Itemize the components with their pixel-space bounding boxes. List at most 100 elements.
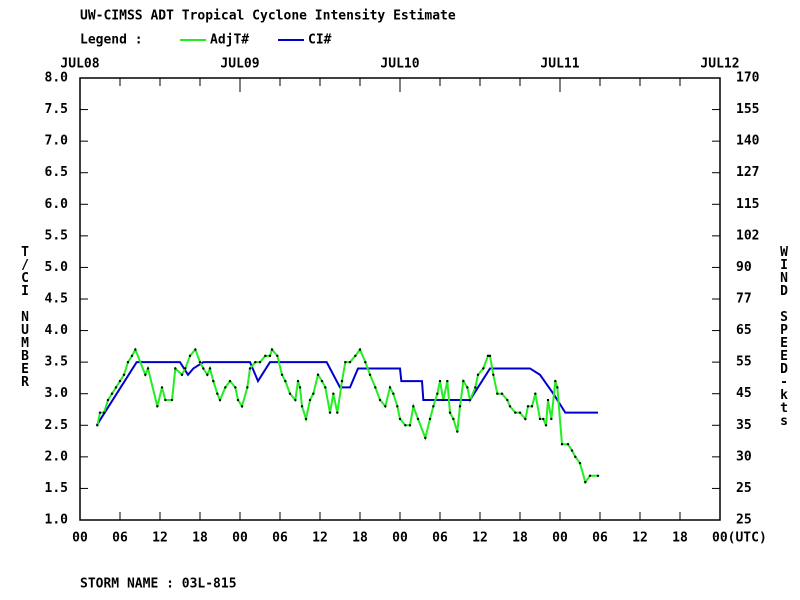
data-point: [194, 348, 197, 351]
data-point: [234, 386, 237, 389]
x-tick-label: 12: [152, 531, 168, 546]
legend-label: Legend :: [80, 33, 143, 48]
data-point: [202, 367, 205, 370]
y2-tick-label: 25: [736, 481, 752, 496]
y2-tick-label: 30: [736, 449, 752, 464]
x-tick-label: 18: [672, 531, 688, 546]
data-point: [496, 392, 499, 395]
data-point: [96, 424, 99, 427]
data-point: [344, 360, 347, 364]
data-point: [198, 360, 202, 364]
x-tick-label: 12: [472, 531, 488, 546]
data-point: [550, 417, 553, 421]
data-point: [316, 373, 320, 376]
data-point: [118, 379, 122, 383]
y2-tick-label: 155: [736, 102, 759, 117]
data-point: [248, 367, 252, 370]
data-point: [102, 411, 106, 414]
data-point: [144, 373, 147, 376]
data-point: [328, 411, 332, 414]
legend-entry: CI#: [308, 33, 332, 48]
data-point: [584, 480, 587, 484]
data-point: [368, 373, 372, 376]
data-point: [482, 367, 485, 370]
data-point: [574, 455, 577, 459]
data-point: [130, 354, 134, 358]
y-tick-label: 8.0: [45, 71, 69, 86]
data-point: [160, 386, 164, 389]
y-tick-label: 5.0: [45, 260, 69, 275]
data-point: [468, 398, 472, 402]
y-tick-label: 3.0: [45, 386, 69, 401]
data-point: [448, 411, 452, 414]
data-point: [492, 373, 495, 376]
data-point: [476, 373, 480, 376]
y2-axis-label: WIND SPEED-kts: [777, 245, 792, 427]
data-point: [308, 398, 312, 402]
data-point: [276, 354, 279, 358]
x2-tick-label: JUL11: [540, 57, 579, 72]
data-point: [296, 379, 300, 383]
x2-tick-label: JUL10: [380, 57, 419, 72]
data-point: [556, 386, 559, 389]
data-point: [488, 354, 492, 358]
footer: STORM NAME : 03L-815: [80, 577, 237, 592]
y2-tick-label: 170: [736, 71, 760, 86]
data-point: [114, 386, 118, 389]
legend-entry: AdjT#: [210, 33, 249, 48]
data-point: [578, 461, 582, 465]
data-point: [320, 379, 324, 383]
x-tick-label: 06: [112, 531, 128, 546]
data-point: [544, 424, 548, 427]
data-point: [98, 411, 102, 414]
data-point: [340, 379, 344, 383]
y2-tick-label: 102: [736, 228, 759, 243]
x-tick-label: 00(UTC): [712, 531, 767, 546]
data-point: [432, 405, 435, 408]
data-point: [524, 417, 527, 421]
data-point: [228, 379, 232, 383]
x-tick-label: 00: [552, 531, 568, 546]
data-point: [126, 360, 130, 364]
y-tick-label: 7.5: [45, 102, 68, 117]
data-point: [456, 430, 459, 433]
data-point: [174, 367, 177, 370]
data-point: [300, 405, 304, 408]
data-point: [466, 386, 469, 389]
data-point: [294, 398, 297, 402]
x-tick-label: 06: [272, 531, 288, 546]
data-point: [424, 436, 427, 440]
data-point: [570, 449, 574, 452]
data-point: [106, 398, 110, 402]
data-point: [332, 392, 335, 395]
x-tick-label: 06: [592, 531, 608, 546]
data-point: [452, 417, 455, 421]
data-point: [122, 373, 126, 376]
data-point: [358, 348, 362, 351]
y2-tick-label: 55: [736, 355, 752, 370]
data-point: [354, 354, 357, 358]
y2-tick-label: 25: [736, 513, 752, 528]
data-point: [254, 360, 257, 364]
y2-tick-label: 140: [736, 134, 760, 149]
y-tick-label: 2.0: [45, 449, 69, 464]
data-point: [560, 443, 564, 446]
data-point: [518, 411, 522, 414]
data-point: [438, 379, 442, 383]
data-point: [554, 379, 557, 383]
data-point: [208, 367, 212, 370]
data-point: [436, 392, 439, 395]
data-point: [110, 392, 114, 395]
data-point: [236, 398, 240, 402]
data-point: [566, 443, 570, 446]
data-point: [188, 354, 192, 358]
data-point: [270, 348, 274, 351]
x2-tick-label: JUL09: [220, 57, 259, 72]
data-point: [184, 367, 187, 370]
data-point: [218, 398, 222, 402]
data-point: [378, 398, 382, 402]
data-point: [538, 417, 542, 421]
data-point: [280, 373, 284, 376]
y2-tick-label: 65: [736, 323, 752, 338]
y2-tick-label: 45: [736, 386, 752, 401]
